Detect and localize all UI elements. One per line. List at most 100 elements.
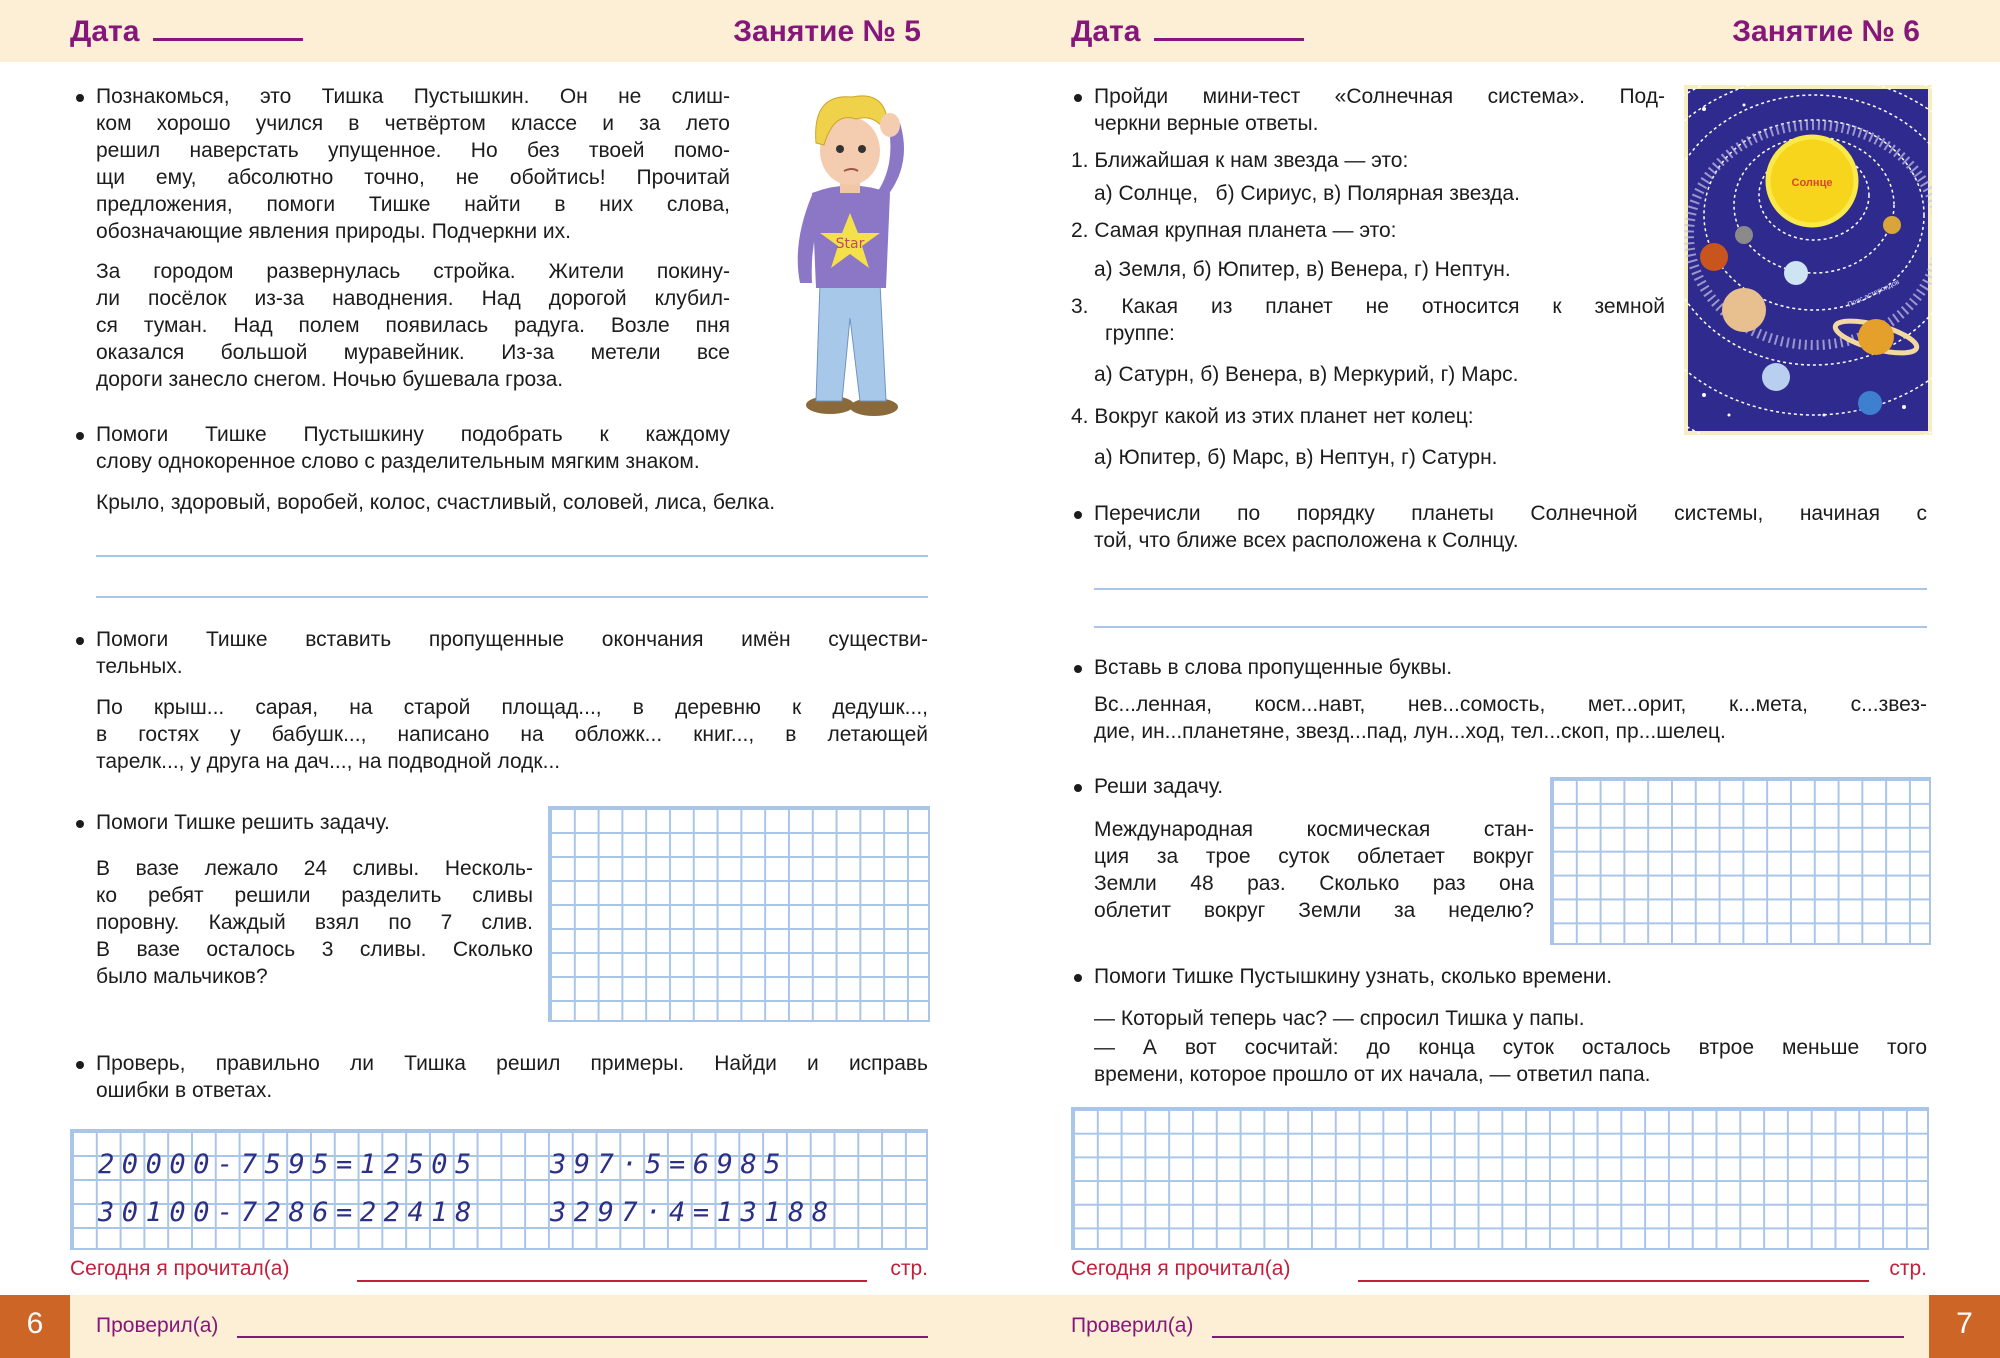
text-line: в гостях у бабушк..., написано на обложк… [96,723,928,746]
text-line: — Который теперь час? — спросил Тишка у … [1094,1007,1585,1030]
question-2: 2. Самая крупная планета — это: [1071,219,1397,242]
text-line: ком хорошо учился в четвёртом классе и з… [96,112,730,135]
bullet [76,1061,84,1069]
text-line: — А вот сосчитай: до конца суток осталос… [1094,1036,1927,1059]
pages-label: стр. [890,1257,928,1280]
text-line: Помоги Тишке Пустышкину узнать, сколько … [1094,965,1613,988]
text-line: В вазе лежало 24 сливы. Несколь- [96,857,533,880]
header-band [0,0,2000,62]
text-line: дие, ин...планетяне, звезд...пад, лун...… [1094,720,1726,743]
examples-grid [70,1129,928,1250]
text-line: Помоги Тишке вставить пропущенные оконча… [96,628,928,651]
question-3: 3. Какая из планет не относится к земной [1071,293,1665,320]
bullet [76,432,84,440]
text-line: ошибки в ответах. [96,1079,273,1102]
answer-grid[interactable] [548,806,930,1022]
text-line: Вставь в слова пропущенные буквы. [1094,656,1453,679]
text-line: Проверь, правильно ли Тишка решил пример… [96,1052,928,1075]
answer-grid[interactable] [1550,777,1931,945]
dialogue-line: — А вот сосчитай: до конца суток осталос… [1094,1034,1927,1088]
text-line: Международная космическая стан- [1094,818,1534,841]
endings-task: Помоги Тишке вставить пропущенные оконча… [96,626,928,680]
equation: 20000-7595=12505 [98,1149,479,1180]
lesson-title-right: Занятие № 6 [1732,15,1920,48]
question-1: 1. Ближайшая к нам звезда — это: [1071,149,1409,172]
date-field-right: Дата [1071,14,1305,50]
pages-label: стр. [1889,1257,1927,1280]
date-label: Дата [1071,15,1141,48]
bullet [1074,784,1082,792]
date-label: Дата [70,15,140,48]
checked-line[interactable] [237,1336,928,1338]
answer-line[interactable] [1094,626,1927,628]
letters-task: Вставь в слова пропущенные буквы. [1094,654,1927,681]
answer-line[interactable] [96,596,928,598]
bullet [1074,974,1082,982]
text-line: Перечисли по порядку планеты Солнечной с… [1094,502,1927,525]
text-line: тарелк..., у друга на дач..., на подводн… [96,750,561,773]
read-label: Сегодня я прочитал(а) [1071,1257,1291,1280]
text-line: ли посёлок из-за наводнения. Над дорогой… [96,287,730,310]
text-line: ся туман. Над полем появилась радуга. Во… [96,314,730,337]
date-blank [153,16,304,41]
sun-label: Солнце [1792,177,1833,189]
text-line: По крыш... сарая, на старой площад..., в… [96,696,928,719]
answer-grid[interactable] [1071,1107,1929,1250]
read-pages-line[interactable] [357,1280,867,1282]
text-line: Вс...ленная, косм...навт, нев...сомость,… [1094,693,1927,716]
equation: 397·5=6985 [550,1149,789,1180]
text-line: дороги занесло снегом. Ночью бушевала гр… [96,368,564,391]
text-line: Помоги Тишке Пустышкину подобрать к кажд… [96,423,730,446]
text-line: было мальчиков? [96,965,268,988]
page-number: 7 [1929,1295,2000,1358]
text-line: Помоги Тишке решить задачу. [96,811,390,834]
text-line: слову однокоренное слово с разделительны… [96,450,700,473]
text-line: времени, которое прошло от их начала, — … [1094,1063,1651,1086]
boy-illustration: Star [797,95,904,416]
text-line: Земли 48 раз. Сколько раз она [1094,872,1534,895]
equation: 30100-7286=22418 [98,1197,479,1228]
text-line: 3. Какая из планет не относится к земной [1071,295,1665,318]
question-4: 4. Вокруг какой из этих планет нет колец… [1071,405,1474,428]
checked-label: Проверил(а) [1071,1314,1194,1337]
bullet [76,820,84,828]
checked-label: Проверил(а) [96,1314,219,1337]
intro-paragraph: Познакомься, это Тишка Пустышкин. Он не … [96,83,730,245]
check-examples-task: Проверь, правильно ли Тишка решил пример… [96,1050,928,1104]
dialogue-line: — Который теперь час? — спросил Тишка у … [1094,1005,1927,1032]
equation: 3297·4=13188 [550,1197,836,1228]
answers-2: а) Земля, б) Юпитер, в) Венера, г) Непту… [1094,258,1511,281]
read-label: Сегодня я прочитал(а) [70,1257,290,1280]
soft-sign-task: Помоги Тишке Пустышкину подобрать к кажд… [96,421,730,475]
answers-1: а) Солнце, б) Сириус, в) Полярная звезда… [1094,182,1520,205]
answer-line[interactable] [1094,588,1927,590]
text-line: предложения, помоги Тишке найти в них сл… [96,193,730,216]
answer-line[interactable] [96,555,928,557]
read-pages-line[interactable] [1358,1280,1869,1282]
text-line: Пройди мини-тест «Солнечная система». По… [1094,85,1665,108]
text-line: щи ему, абсолютно точно, не обойтись! Пр… [96,166,730,189]
text-line: решил наверстать упущенное. Но без твоей… [96,139,730,162]
text-line: облетит вокруг Земли за неделю? [1094,899,1534,922]
text-line: тельных. [96,655,183,678]
text-line: оказался большой муравейник. Из-за метел… [96,341,730,364]
text-line: ция за трое суток облетает вокруг [1094,845,1534,868]
text-line: обозначающие явления природы. Подчеркни … [96,220,571,243]
letters-words: Вс...ленная, косм...навт, нев...сомость,… [1094,691,1927,745]
question-3-cont: группе: [1105,322,1175,345]
text-line: той, что ближе всех расположена к Солнцу… [1094,529,1519,552]
time-task-title: Помоги Тишке Пустышкину узнать, сколько … [1094,963,1927,990]
planets-order-task: Перечисли по порядку планеты Солнечной с… [1094,500,1927,554]
text-line: черкни верные ответы. [1094,112,1319,135]
solve-task-title: Реши задачу. [1094,773,1534,800]
checked-line[interactable] [1212,1336,1904,1338]
bullet [1074,94,1082,102]
text-line: Крыло, здоровый, воробей, колос, счастли… [96,491,776,514]
bullet [76,637,84,645]
date-field-left: Дата [70,14,304,50]
word-list: Крыло, здоровый, воробей, колос, счастли… [96,489,930,516]
date-blank [1154,16,1305,41]
answers-3: а) Сатурн, б) Венера, в) Меркурий, г) Ма… [1094,363,1519,386]
nature-sentences: За городом развернулась стройка. Жители … [96,258,730,393]
plum-problem: В вазе лежало 24 сливы. Несколь-ко ребят… [96,855,533,990]
